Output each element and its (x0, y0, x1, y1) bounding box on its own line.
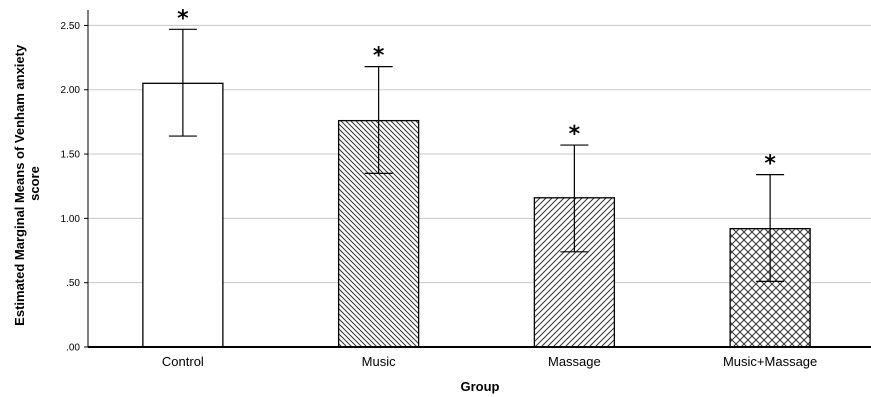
y-tick-label: 1.00 (61, 214, 81, 225)
y-tick-label: 2.50 (61, 21, 81, 32)
error-bar (168, 28, 197, 137)
x-tick-labels: Control Music Massage Music+Massage (162, 354, 817, 369)
y-tick-label: 1.50 (61, 150, 81, 161)
bars-group: * * * * (142, 6, 811, 348)
error-bar (364, 65, 393, 174)
x-tick-label: Massage (548, 354, 601, 369)
x-axis-title: Group (461, 379, 500, 394)
x-tick-label: Music (362, 354, 396, 369)
y-tick-label: .50 (66, 278, 80, 289)
significance-star: * (764, 152, 776, 177)
x-tick-label: Control (162, 354, 204, 369)
axes-group (87, 10, 871, 348)
y-axis-title-line-2: score (27, 166, 42, 201)
significance-star: * (373, 44, 385, 69)
x-tick-label: Music+Massage (723, 354, 817, 369)
y-axis-title-line-1: Estimated Marginal Means of Venham anxie… (12, 44, 27, 326)
significance-star: * (569, 122, 581, 147)
y-axis-title: Estimated Marginal Means of Venham anxie… (12, 41, 42, 326)
error-bar (756, 174, 785, 283)
y-tick-label: 2.00 (61, 85, 81, 96)
significance-star: * (177, 6, 189, 31)
y-tick-label: .00 (66, 343, 80, 354)
y-tick-labels: .00 .50 1.00 1.50 2.00 2.50 (61, 21, 88, 354)
error-bar (560, 144, 589, 253)
